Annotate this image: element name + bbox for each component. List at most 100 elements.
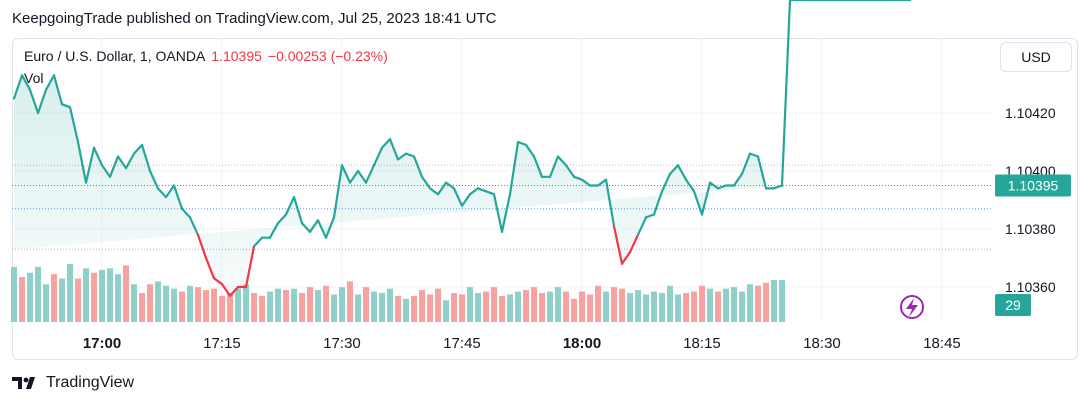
volume-bar — [59, 278, 65, 322]
price-segment — [116, 155, 128, 170]
volume-bar — [475, 293, 481, 322]
price-segment — [76, 140, 88, 184]
volume-bar — [67, 264, 73, 322]
time-tick-label: 17:45 — [443, 335, 481, 352]
price-segment — [604, 178, 616, 228]
price-segment — [524, 143, 536, 158]
volume-bar — [107, 268, 113, 322]
volume-bar — [619, 288, 625, 322]
last-price-badge — [995, 174, 1071, 197]
symbol-name[interactable]: Euro / U.S. Dollar, 1, OANDA — [24, 48, 206, 64]
price-segment — [780, 0, 792, 187]
volume-bars — [11, 264, 785, 322]
price-segment — [52, 74, 64, 106]
price-segment — [196, 233, 208, 260]
legend-change: −0.00253 (−0.23%) — [267, 48, 388, 64]
volume-bar — [11, 266, 17, 322]
price-segment — [284, 196, 296, 216]
price-segment — [316, 219, 328, 239]
volume-bar — [227, 293, 233, 322]
price-segment — [572, 175, 584, 181]
price-tick-label: 1.10380 — [1005, 221, 1056, 237]
volume-bar — [715, 291, 721, 322]
volume-bar — [443, 300, 449, 322]
volume-bar — [515, 291, 521, 322]
volume-bar — [403, 298, 409, 322]
legend-price: 1.10395 — [211, 48, 262, 64]
time-tick-label: 18:30 — [803, 335, 841, 352]
price-segment — [716, 184, 728, 190]
volume-bar — [635, 290, 641, 322]
price-segment — [700, 181, 712, 216]
volume-bar — [187, 285, 193, 322]
volume-bar — [571, 298, 577, 322]
reference-lines — [12, 164, 992, 250]
price-segment — [332, 164, 344, 219]
volume-legend[interactable]: Vol — [24, 70, 44, 86]
price-area-fill — [14, 75, 782, 296]
volume-bar — [587, 294, 593, 322]
price-segment — [620, 251, 632, 265]
price-segment — [380, 138, 392, 149]
price-segment — [500, 193, 512, 233]
price-segment — [212, 277, 224, 286]
price-segment — [460, 193, 472, 207]
price-segment — [420, 175, 432, 190]
price-segment — [268, 222, 280, 239]
time-tick-label: 17:00 — [83, 335, 121, 352]
time-axis[interactable]: 17:00 17:15 17:30 17:45 18:00 18:15 18:30 18:45 — [83, 335, 961, 352]
price-segment — [156, 187, 168, 199]
volume-bar — [331, 294, 337, 322]
volume-bar — [315, 290, 321, 322]
price-segment — [492, 193, 504, 233]
price-segment — [628, 233, 640, 254]
volume-bar — [435, 288, 441, 322]
price-segment — [452, 187, 464, 207]
footer: TradingView — [12, 374, 134, 392]
currency-button[interactable]: USD — [1000, 42, 1072, 72]
volume-bar — [219, 295, 225, 322]
volume-bar — [27, 272, 33, 322]
last-price-label: 1.10395 — [1008, 178, 1059, 194]
volume-bar — [491, 287, 497, 322]
price-segment — [140, 143, 152, 173]
last-volume-badge — [995, 294, 1031, 316]
volume-bar — [539, 293, 545, 322]
volume-bar — [467, 287, 473, 322]
brand-name[interactable]: TradingView — [46, 374, 135, 391]
price-segment — [388, 138, 400, 161]
volume-bar — [451, 293, 457, 322]
volume-bar — [507, 294, 513, 322]
volume-bar — [243, 284, 249, 322]
price-segment — [60, 103, 72, 109]
volume-bar — [707, 288, 713, 322]
volume-bar — [35, 266, 41, 322]
volume-bar — [91, 272, 97, 322]
price-segment — [580, 178, 592, 187]
volume-bar — [747, 284, 753, 322]
volume-bar — [523, 290, 529, 322]
time-tick-label: 18:15 — [683, 335, 721, 352]
volume-bar — [731, 287, 737, 322]
volume-bar — [211, 288, 217, 322]
price-segment — [300, 222, 312, 233]
price-segment — [428, 187, 440, 196]
price-segment — [108, 155, 120, 178]
volume-bar — [123, 265, 129, 322]
price-segment — [44, 74, 56, 91]
volume-bar — [275, 288, 281, 322]
volume-bar — [51, 274, 57, 322]
volume-bar — [43, 284, 49, 322]
volume-bar — [499, 295, 505, 322]
snapshot-icon[interactable] — [900, 295, 924, 319]
volume-bar — [347, 281, 353, 322]
volume-bar — [171, 288, 177, 322]
volume-bar — [163, 285, 169, 322]
price-segment — [148, 169, 160, 190]
price-segment — [412, 155, 424, 178]
price-segment — [84, 146, 96, 184]
volume-bar — [459, 294, 465, 322]
price-segment — [124, 152, 136, 170]
